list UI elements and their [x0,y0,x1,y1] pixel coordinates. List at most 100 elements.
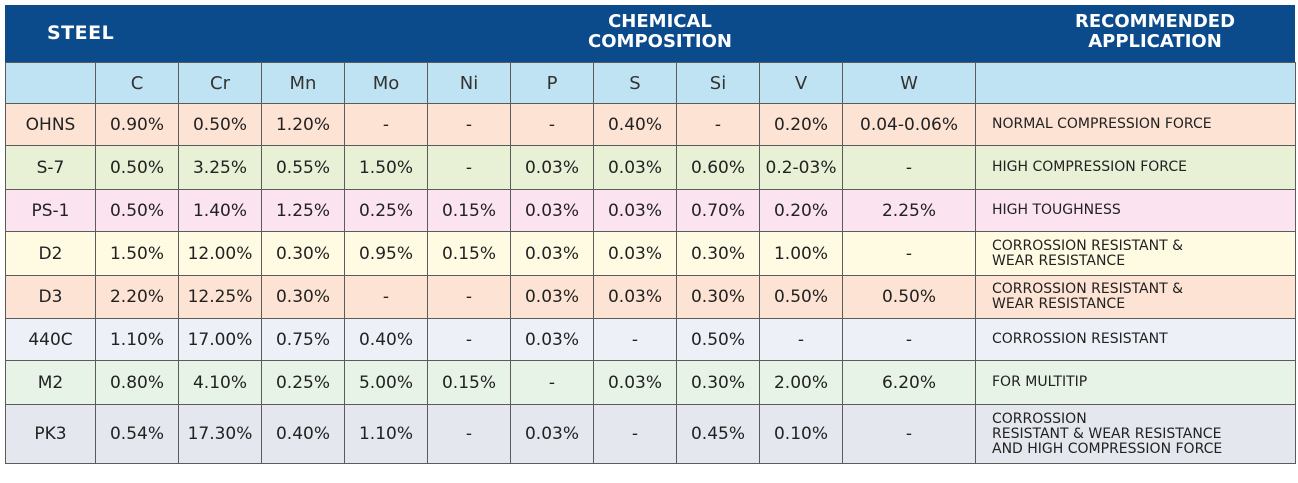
application-cell: NORMAL COMPRESSION FORCE [975,103,1296,146]
composition-cell: 1.00% [759,231,843,276]
composition-cell: - [427,275,511,319]
composition-cell: - [842,318,976,361]
column-header-element: C [95,62,179,104]
composition-cell: 0.40% [344,318,428,361]
application-cell: CORROSSION RESISTANT & WEAR RESISTANCE AND… [975,404,1296,464]
application-line: FOR MULTITIP [992,374,1088,390]
column-header-row: C Cr Mn Mo Ni P S Si V W [5,62,1296,104]
steel-grade-cell: D3 [5,275,96,319]
composition-cell: 0.75% [261,318,345,361]
composition-cell: 0.25% [344,189,428,232]
composition-cell: 0.50% [842,275,976,319]
composition-cell: 0.03% [593,275,677,319]
application-line: CORROSSION [992,410,1087,427]
composition-cell: 3.25% [178,145,262,190]
composition-cell: 0.03% [593,189,677,232]
composition-cell: 17.30% [178,404,262,464]
table-row: PK3 0.54% 17.30% 0.40% 1.10% -0.03% -0.45% 0.10… [5,404,1296,464]
application-cell: CORROSSION RESISTANT & WEAR RESISTANCE [975,275,1296,319]
composition-cell: 0.50% [676,318,760,361]
table-row: 440C 1.10% 17.00% 0.75% 0.40% -0.03% -0.50% - - C… [5,318,1296,361]
composition-cell: 1.20% [261,103,345,146]
column-header-element: W [842,62,976,104]
column-header-element: P [510,62,594,104]
composition-cell: 0.40% [593,103,677,146]
application-cell: CORROSSION RESISTANT [975,318,1296,361]
composition-cell: 0.2-03% [759,145,843,190]
composition-table: C Cr Mn Mo Ni P S Si V W OHNS 0.90% 0.50% 1.20% - - -0.4… [5,62,1296,464]
composition-cell: 0.30% [676,231,760,276]
steel-grade-cell: M2 [5,360,96,405]
composition-cell: - [593,404,677,464]
composition-cell: 2.25% [842,189,976,232]
composition-cell: - [593,318,677,361]
composition-cell: 0.03% [510,275,594,319]
composition-cell: 2.20% [95,275,179,319]
application-line: WEAR RESISTANCE [992,252,1126,269]
composition-cell: 5.00% [344,360,428,405]
composition-cell: 1.50% [344,145,428,190]
composition-cell: 0.55% [261,145,345,190]
composition-cell: - [676,103,760,146]
steel-grade-cell: PK3 [5,404,96,464]
composition-cell: 0.90% [95,103,179,146]
application-line: HIGH TOUGHNESS [992,202,1121,218]
composition-cell: 0.50% [759,275,843,319]
composition-cell: 6.20% [842,360,976,405]
composition-cell: 0.45% [676,404,760,464]
application-line: CORROSSION RESISTANT & [992,237,1184,254]
table-row: D2 1.50% 12.00% 0.30% 0.95% 0.15% 0.03% 0.03% 0.… [5,231,1296,276]
composition-cell: 0.03% [510,404,594,464]
header-chemical-line1: CHEMICAL [608,11,712,32]
application-line: WEAR RESISTANCE [992,296,1126,312]
composition-cell: 2.00% [759,360,843,405]
composition-cell: 4.10% [178,360,262,405]
composition-cell: - [510,360,594,405]
table-header-bar: STEEL CHEMICAL COMPOSITION RECOMMENDED A… [5,5,1295,62]
composition-cell: 12.25% [178,275,262,319]
composition-cell: 0.50% [95,189,179,232]
composition-cell: 1.25% [261,189,345,232]
composition-cell: - [344,275,428,319]
composition-cell: 1.40% [178,189,262,232]
composition-cell: 0.30% [261,231,345,276]
composition-cell: 0.60% [676,145,760,190]
composition-cell: 0.50% [178,103,262,146]
composition-cell: 0.20% [759,189,843,232]
application-line: HIGH COMPRESSION FORCE [992,159,1187,175]
composition-cell: 0.54% [95,404,179,464]
application-cell: HIGH COMPRESSION FORCE [975,145,1296,190]
steel-grade-cell: S-7 [5,145,96,190]
composition-cell: 1.10% [344,404,428,464]
table-row: PS-1 0.50% 1.40% 1.25% 0.25% 0.15% 0.03% 0.03% 0… [5,189,1296,232]
steel-grade-cell: PS-1 [5,189,96,232]
composition-cell: - [510,103,594,146]
composition-cell: 0.80% [95,360,179,405]
composition-cell: 0.95% [344,231,428,276]
composition-cell: 17.00% [178,318,262,361]
column-header-element: Si [676,62,760,104]
column-header-element: S [593,62,677,104]
header-application-line1: RECOMMENDED [1074,11,1236,32]
composition-cell: - [842,145,976,190]
composition-cell: 0.15% [427,189,511,232]
steel-grade-cell: D2 [5,231,96,276]
composition-cell: 0.25% [261,360,345,405]
application-line: RESISTANT & WEAR RESISTANCE [992,425,1222,442]
composition-cell: - [344,103,428,146]
header-chemical-line2: COMPOSITION [588,31,732,52]
composition-cell: 0.15% [427,231,511,276]
composition-cell: 0.30% [676,275,760,319]
composition-cell: 0.70% [676,189,760,232]
steel-grade-cell: 440C [5,318,96,361]
composition-cell: - [759,318,843,361]
column-header-element: Cr [178,62,262,104]
header-steel: STEEL [47,22,115,44]
header-application-line2: APPLICATION [1088,31,1222,52]
table-row: D3 2.20% 12.25% 0.30% - -0.03% 0.03% 0.30% 0.50%… [5,275,1296,319]
composition-cell: - [427,318,511,361]
application-line: AND HIGH COMPRESSION FORCE [992,440,1223,457]
composition-cell: - [427,145,511,190]
composition-cell: - [427,103,511,146]
application-cell: CORROSSION RESISTANT & WEAR RESISTANCE [975,231,1296,276]
